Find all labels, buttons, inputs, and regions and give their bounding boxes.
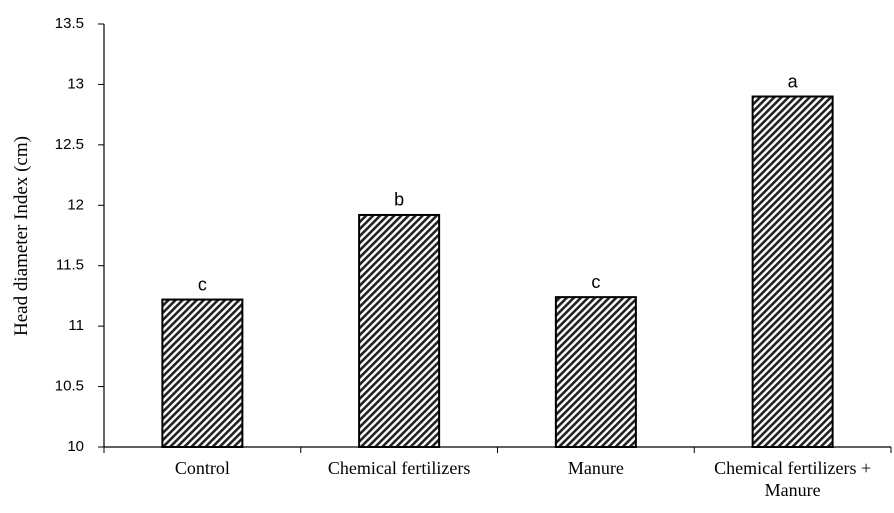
bar-annotation: c — [591, 272, 600, 292]
bar — [161, 298, 244, 448]
bar-annotation: c — [198, 274, 207, 294]
bar-annotation: a — [788, 71, 799, 91]
x-tick-label: Chemical fertilizers — [327, 458, 471, 478]
bar-annotation: b — [394, 190, 404, 210]
y-tick-label: 13 — [67, 75, 84, 92]
y-tick-label: 12 — [67, 196, 84, 213]
y-axis-title: Head diameter Index (cm) — [11, 136, 32, 336]
x-tick-label: Chemical fertilizers + Manure — [714, 458, 872, 500]
y-tick-label: 11 — [68, 317, 84, 334]
x-tick-label: Control — [174, 458, 230, 478]
y-tick-label: 10 — [67, 438, 84, 455]
y-tick-label: 13.5 — [55, 15, 84, 32]
bar — [751, 95, 834, 448]
y-tick-label: 10.5 — [55, 378, 84, 395]
x-tick-label: Manure — [567, 458, 624, 478]
y-tick-label: 12.5 — [55, 136, 84, 153]
y-tick-label: 11.5 — [56, 257, 84, 274]
bar — [358, 213, 441, 448]
bar — [554, 296, 637, 448]
